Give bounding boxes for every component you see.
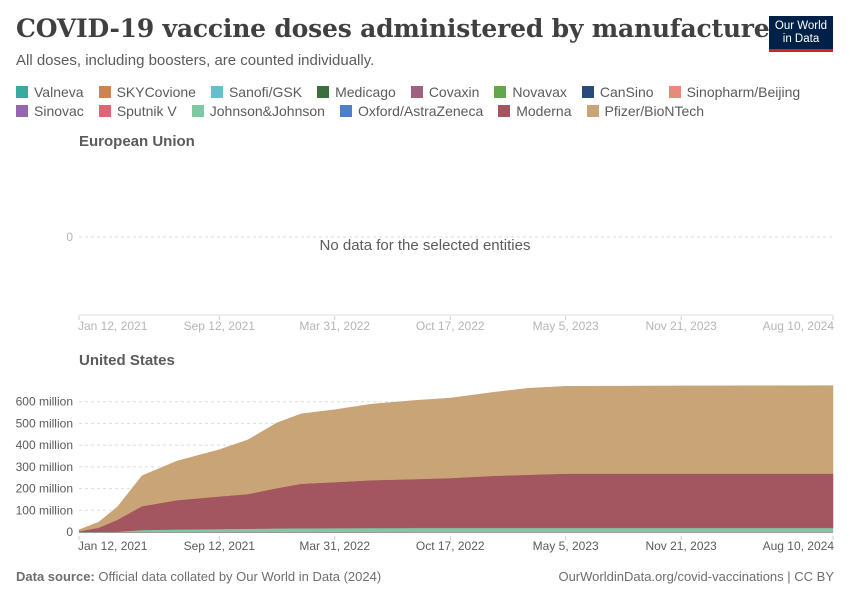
y-tick-label: 300 million — [16, 460, 73, 474]
legend-item-valneva[interactable]: Valneva — [16, 84, 84, 100]
x-tick-label: May 5, 2023 — [533, 539, 599, 553]
legend-label: Sinovac — [34, 103, 84, 119]
legend-item-moderna[interactable]: Moderna — [498, 103, 572, 119]
legend-item-novavax[interactable]: Novavax — [494, 84, 567, 100]
x-tick-label: Oct 17, 2022 — [416, 539, 485, 553]
legend-swatch — [98, 105, 111, 117]
x-tick-label: Nov 21, 2023 — [645, 539, 717, 553]
legend-swatch — [16, 105, 28, 117]
x-tick-label: Aug 10, 2024 — [763, 319, 835, 333]
y-tick-label: 200 million — [16, 482, 73, 496]
y-tick-label: 0 — [66, 525, 73, 539]
data-source-text: Official data collated by Our World in D… — [98, 569, 382, 584]
panel-title-european-union: European Union — [79, 133, 195, 150]
legend-label: Oxford/AstraZeneca — [357, 103, 484, 119]
legend-item-skycovione[interactable]: SKYCovione — [98, 84, 196, 100]
legend-item-sputnik-v[interactable]: Sputnik V — [98, 103, 177, 119]
legend-label: Covaxin — [428, 84, 480, 100]
y-tick-label: 500 million — [16, 416, 73, 430]
legend-swatch — [586, 105, 599, 117]
legend-swatch — [339, 105, 352, 117]
area-pfizer-biontech — [78, 385, 834, 532]
legend-swatch — [317, 86, 330, 98]
x-tick-label: Mar 31, 2022 — [299, 319, 370, 333]
legend-item-johnson-johnson[interactable]: Johnson&Johnson — [191, 103, 325, 119]
y-tick-label: 100 million — [16, 503, 73, 517]
legend-swatch — [16, 86, 28, 98]
legend-swatch — [410, 86, 423, 98]
legend-swatch — [581, 86, 594, 98]
legend-label: Medicago — [335, 84, 396, 100]
panel-title-united-states: United States — [79, 352, 175, 369]
legend: Valneva SKYCovione Sanofi/GSK Medicago Covax… — [16, 84, 836, 119]
legend-item-medicago[interactable]: Medicago — [317, 84, 396, 100]
legend-swatch — [210, 86, 223, 98]
x-tick-label: Aug 10, 2024 — [763, 539, 835, 553]
legend-label: Sinopharm/Beijing — [686, 84, 801, 100]
x-tick-label: Sep 12, 2021 — [184, 539, 256, 553]
y-tick-label: 400 million — [16, 438, 73, 452]
y-tick-label: 0 — [66, 230, 73, 244]
no-data-message: No data for the selected entities — [320, 237, 531, 254]
data-source: Data source: Official data collated by O… — [16, 569, 381, 584]
legend-item-sinovac[interactable]: Sinovac — [16, 103, 84, 119]
chart-area: European Union Jan 12, 2021 Sep 12, 2021 Ma… — [16, 133, 835, 553]
legend-item-covaxin[interactable]: Covaxin — [410, 84, 480, 100]
legend-swatch — [98, 86, 111, 98]
x-tick-label: May 5, 2023 — [533, 319, 599, 333]
legend-swatch — [498, 105, 511, 117]
data-source-label: Data source: — [16, 569, 95, 584]
legend-swatch — [668, 86, 681, 98]
legend-label: Valneva — [34, 84, 84, 100]
legend-item-oxford-astrazeneca[interactable]: Oxford/AstraZeneca — [339, 103, 484, 119]
legend-label: Pfizer/BioNTech — [604, 103, 705, 119]
legend-item-pfizer-biontech[interactable]: Pfizer/BioNTech — [586, 103, 705, 119]
y-tick-label: 600 million — [16, 395, 73, 409]
legend-label: Novavax — [512, 84, 567, 100]
x-tick-label: Nov 21, 2023 — [645, 319, 717, 333]
logo-line-2: in Data — [782, 33, 820, 45]
x-tick-label: Jan 12, 2021 — [78, 319, 148, 333]
legend-swatch — [191, 105, 204, 117]
legend-label: Johnson&Johnson — [209, 103, 325, 119]
legend-label: Sputnik V — [116, 103, 177, 119]
legend-label: Sanofi/GSK — [228, 84, 303, 100]
legend-label: SKYCovione — [116, 84, 196, 100]
legend-label: CanSino — [599, 84, 654, 100]
x-tick-label: Oct 17, 2022 — [416, 319, 485, 333]
x-tick-label: Mar 31, 2022 — [299, 539, 370, 553]
legend-item-sinopharm-beijing[interactable]: Sinopharm/Beijing — [668, 84, 801, 100]
legend-item-cansino[interactable]: CanSino — [581, 84, 654, 100]
x-tick-label: Sep 12, 2021 — [184, 319, 256, 333]
source-url[interactable]: OurWorldinData.org/covid-vaccinations | … — [558, 569, 834, 584]
x-tick-label: Jan 12, 2021 — [78, 539, 148, 553]
chart-title: COVID-19 vaccine doses administered by m… — [16, 14, 783, 43]
legend-item-sanofi-gsk[interactable]: Sanofi/GSK — [210, 84, 303, 100]
owid-logo[interactable]: Our World in Data — [769, 16, 833, 52]
legend-swatch — [494, 86, 507, 98]
chart-subtitle: All doses, including boosters, are count… — [16, 52, 375, 69]
legend-label: Moderna — [516, 103, 572, 119]
logo-line-1: Our World — [774, 20, 828, 32]
